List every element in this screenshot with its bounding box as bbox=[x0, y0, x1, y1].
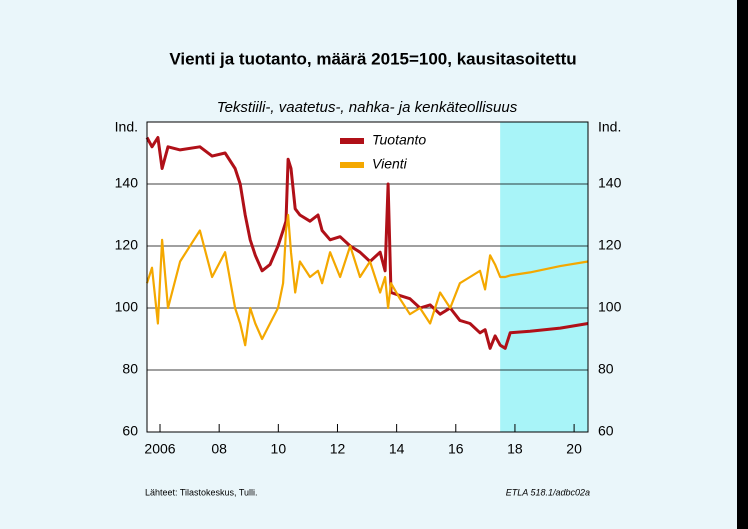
chart-title: Vienti ja tuotanto, määrä 2015=100, kaus… bbox=[169, 49, 576, 68]
x-tick-label: 12 bbox=[330, 441, 346, 457]
x-tick-label: 08 bbox=[211, 441, 227, 457]
y2-tick-label: 140 bbox=[598, 175, 622, 191]
code: ETLA 518.1/adbc02a bbox=[506, 487, 590, 497]
y2-tick-label: 60 bbox=[598, 423, 614, 439]
y2-tick-label: 120 bbox=[598, 237, 622, 253]
plot-frame bbox=[146, 121, 589, 433]
x-tick-label: 16 bbox=[448, 441, 464, 457]
y2-unit: Ind. bbox=[598, 119, 621, 135]
legend-label: Vienti bbox=[372, 156, 408, 172]
source: Lähteet: Tilastokeskus, Tulli. bbox=[145, 487, 258, 497]
y-tick-label: 140 bbox=[115, 175, 139, 191]
chart-subtitle: Tekstiili-, vaatetus-, nahka- ja kenkäte… bbox=[217, 99, 518, 116]
y-tick-label: 120 bbox=[115, 237, 139, 253]
series-line bbox=[145, 213, 589, 347]
y2-tick-label: 80 bbox=[598, 361, 614, 377]
forecast-shade bbox=[500, 122, 588, 432]
edge bbox=[737, 0, 748, 529]
y-unit: Ind. bbox=[115, 119, 138, 135]
x-tick-label: 2006 bbox=[144, 441, 175, 457]
y-tick-label: 60 bbox=[122, 423, 138, 439]
y-tick-label: 100 bbox=[115, 299, 139, 315]
y2-tick-label: 100 bbox=[598, 299, 622, 315]
y-tick-label: 80 bbox=[122, 361, 138, 377]
x-tick-label: 20 bbox=[566, 441, 582, 457]
x-tick-label: 10 bbox=[271, 441, 287, 457]
x-tick-label: 18 bbox=[507, 441, 523, 457]
series-line bbox=[145, 136, 589, 350]
x-tick-label: 14 bbox=[389, 441, 405, 457]
legend-label: Tuotanto bbox=[372, 132, 426, 148]
